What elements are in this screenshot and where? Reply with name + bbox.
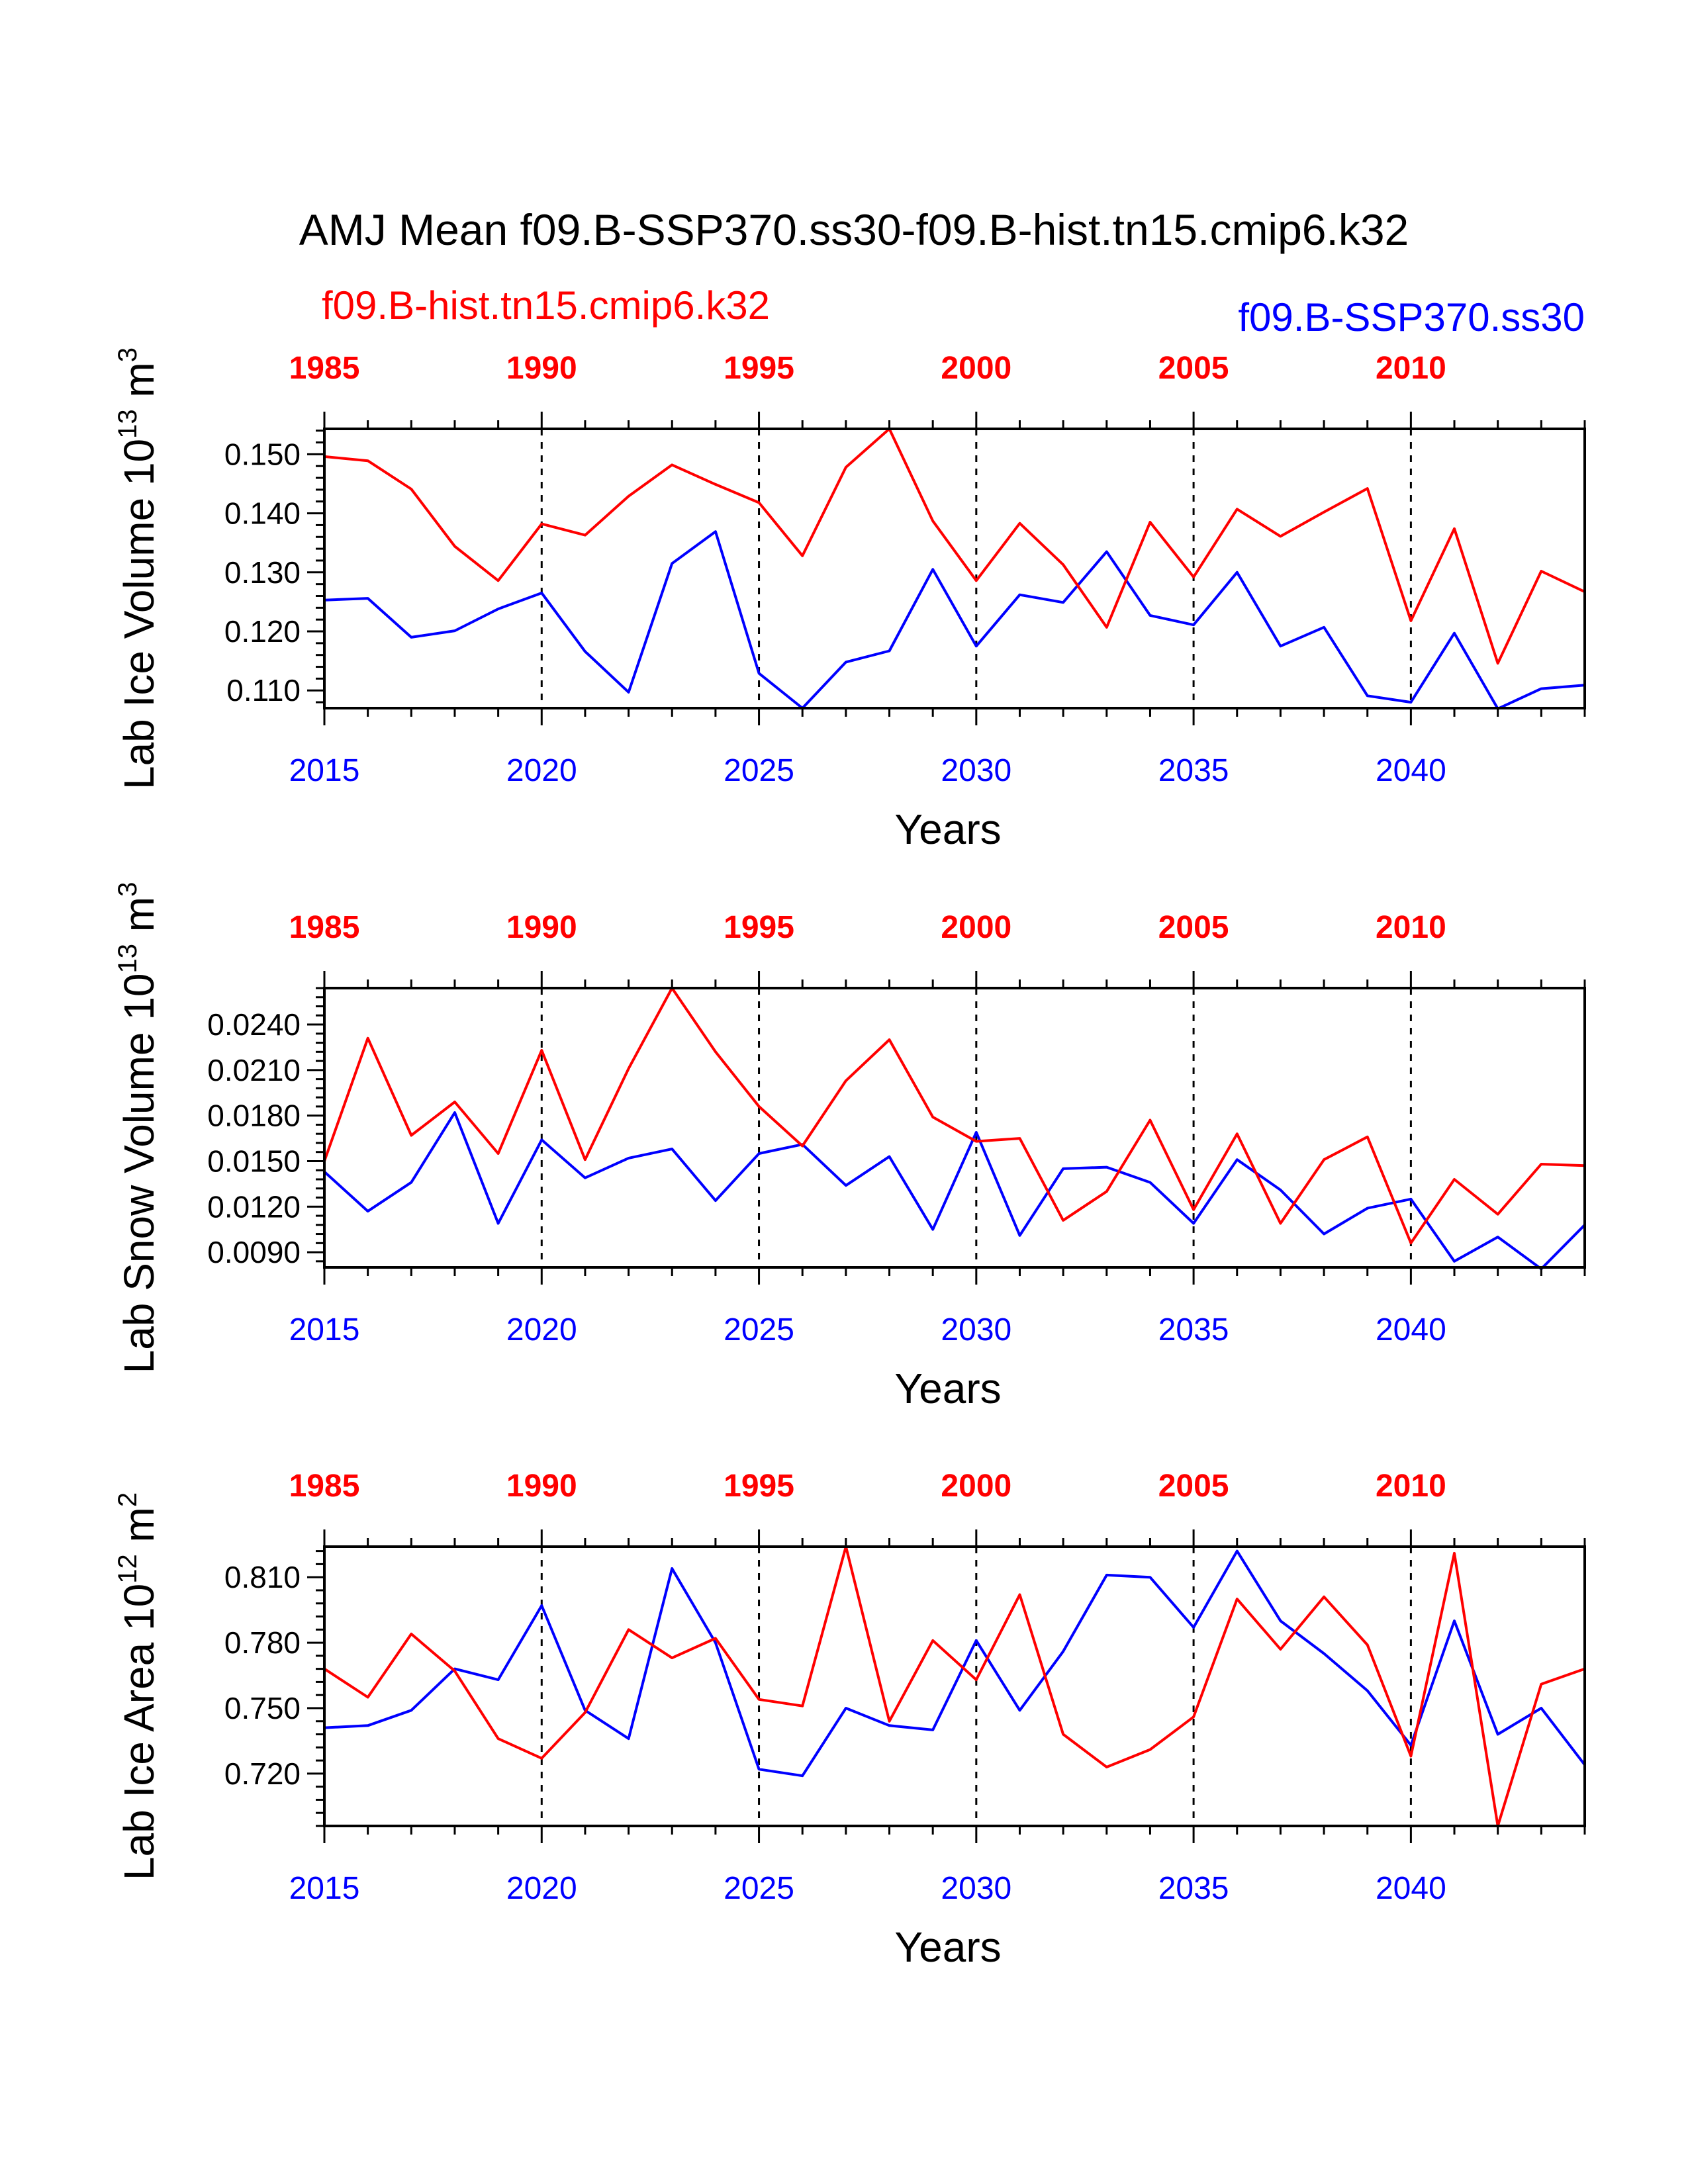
x-axis-title: Years <box>894 805 1001 853</box>
top-year-label: 2000 <box>941 351 1011 386</box>
bottom-year-label: 2035 <box>1158 753 1229 788</box>
y-tick-label: 0.0120 <box>207 1189 301 1224</box>
top-year-label: 2000 <box>941 1469 1011 1504</box>
top-year-label: 1990 <box>506 910 577 945</box>
bottom-year-label: 2035 <box>1158 1312 1229 1347</box>
x-axis-title: Years <box>894 1923 1001 1971</box>
top-year-label: 1985 <box>289 351 360 386</box>
top-year-label: 1995 <box>724 1469 794 1504</box>
y-tick-label: 0.150 <box>224 437 301 471</box>
top-year-label: 1995 <box>724 351 794 386</box>
y-tick-label: 0.0180 <box>207 1099 301 1133</box>
legend-hist-label: f09.B-hist.tn15.cmip6.k32 <box>322 283 770 328</box>
bottom-year-label: 2020 <box>506 753 577 788</box>
top-year-label: 2005 <box>1158 351 1229 386</box>
bottom-year-label: 2015 <box>289 1871 360 1906</box>
y-axis-title: Lab Snow Volume 1013 m3 <box>113 882 163 1374</box>
bottom-year-label: 2025 <box>724 753 794 788</box>
panel-3: 0.720 0.750 0.780 0.810 2015 2020 2025 2030 2035… <box>113 1469 1586 1971</box>
y-tick-label: 0.750 <box>224 1691 301 1725</box>
series-ssp-line <box>324 530 1585 710</box>
top-year-label: 1990 <box>506 351 577 386</box>
series-ssp-line <box>323 1111 1586 1271</box>
y-tick-label: 0.810 <box>224 1560 301 1594</box>
y-axis-title: Lab Ice Area 1012 m2 <box>113 1492 163 1880</box>
bottom-year-label: 2030 <box>941 1871 1011 1906</box>
y-tick-label: 0.120 <box>224 614 301 649</box>
bottom-year-label: 2025 <box>724 1871 794 1906</box>
bottom-year-label: 2025 <box>724 1312 794 1347</box>
y-tick-label: 0.0090 <box>207 1235 301 1269</box>
bottom-year-label: 2015 <box>289 753 360 788</box>
top-year-label: 1995 <box>724 910 794 945</box>
plot-frame <box>323 987 1586 1269</box>
y-tick-label: 0.0210 <box>207 1053 301 1087</box>
panels: 0.110 0.120 0.130 0.140 0.150 2015 2020 2025 203… <box>113 347 1586 1971</box>
series-hist-line <box>323 987 1585 1245</box>
bottom-year-label: 2040 <box>1376 1871 1446 1906</box>
y-tick-label: 0.0240 <box>207 1007 301 1042</box>
top-year-label: 1990 <box>506 1469 577 1504</box>
series-ssp-line <box>324 1549 1586 1778</box>
series-hist-line <box>323 1545 1585 1827</box>
series-hist-line <box>324 428 1585 665</box>
x-axis-title: Years <box>894 1365 1001 1412</box>
y-tick-label: 0.130 <box>224 555 301 590</box>
top-year-label: 2010 <box>1376 910 1446 945</box>
bottom-year-label: 2015 <box>289 1312 360 1347</box>
bottom-year-label: 2020 <box>506 1312 577 1347</box>
bottom-year-label: 2040 <box>1376 1312 1446 1347</box>
bottom-year-label: 2030 <box>941 753 1011 788</box>
y-tick-label: 0.110 <box>226 673 301 707</box>
plot-frame <box>323 1545 1586 1827</box>
bottom-year-label: 2040 <box>1376 753 1446 788</box>
y-tick-label: 0.0150 <box>207 1144 301 1178</box>
y-tick-label: 0.780 <box>224 1625 301 1660</box>
y-axis-title: Lab Ice Volume 1013 m3 <box>113 347 163 790</box>
panel-1: 0.110 0.120 0.130 0.140 0.150 2015 2020 2025 203… <box>113 347 1586 853</box>
bottom-year-label: 2035 <box>1158 1871 1229 1906</box>
top-year-label: 1985 <box>289 1469 360 1504</box>
top-year-label: 2010 <box>1376 1469 1446 1504</box>
top-year-label: 1985 <box>289 910 360 945</box>
top-year-label: 2005 <box>1158 1469 1229 1504</box>
panel-2: 0.0090 0.0120 0.0150 0.0180 0.0210 0.0240 2015… <box>113 882 1586 1412</box>
top-year-label: 2005 <box>1158 910 1229 945</box>
y-tick-label: 0.140 <box>224 496 301 531</box>
top-year-label: 2000 <box>941 910 1011 945</box>
plot-frame <box>323 428 1586 709</box>
bottom-year-label: 2030 <box>941 1312 1011 1347</box>
top-year-label: 2010 <box>1376 351 1446 386</box>
legend-ssp-label: f09.B-SSP370.ss30 <box>1238 295 1585 340</box>
y-tick-label: 0.720 <box>224 1756 301 1791</box>
chart-title: AMJ Mean f09.B-SSP370.ss30-f09.B-hist.tn… <box>299 205 1409 254</box>
bottom-year-label: 2020 <box>506 1871 577 1906</box>
